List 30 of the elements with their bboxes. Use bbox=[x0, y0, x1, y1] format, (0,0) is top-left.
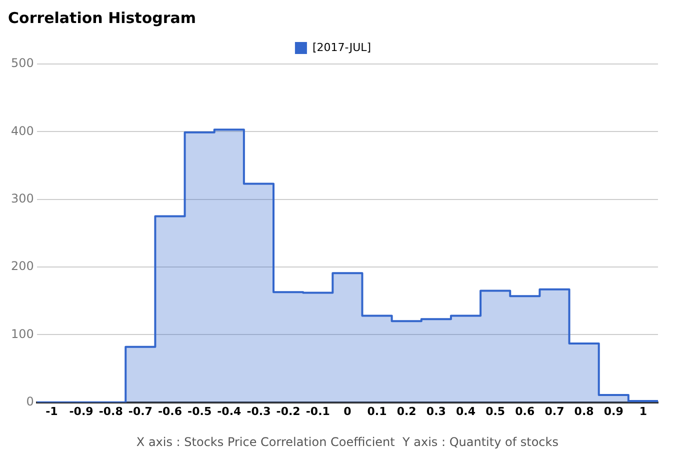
x-tick-label: 0.2 bbox=[396, 404, 416, 418]
x-tick-label: -1 bbox=[46, 404, 58, 418]
y-tick-label: 200 bbox=[11, 259, 34, 274]
x-tick-label: -0.3 bbox=[246, 404, 271, 418]
x-tick-label: 0.1 bbox=[367, 404, 387, 418]
x-tick-label: -0.4 bbox=[217, 404, 242, 418]
x-tick-label: 0.8 bbox=[574, 404, 594, 418]
x-tick-label: -0.8 bbox=[98, 404, 123, 418]
x-tick-label: -0.1 bbox=[306, 404, 330, 418]
x-tick-label: 0.5 bbox=[486, 404, 506, 418]
x-tick-label: -0.7 bbox=[128, 404, 152, 418]
y-tick-label: 300 bbox=[11, 191, 34, 206]
x-axis-title: X axis : Stocks Price Correlation Coefficient Y axis : Quantity of stocks bbox=[136, 434, 558, 449]
x-tick-label: 0.3 bbox=[426, 404, 446, 418]
y-tick-label: 100 bbox=[11, 326, 34, 341]
x-tick-label: 1 bbox=[639, 404, 648, 418]
x-tick-label: 0.7 bbox=[544, 404, 564, 418]
legend-label: [2017-JUL] bbox=[312, 40, 372, 54]
x-tick-label: -0.2 bbox=[276, 404, 300, 418]
y-tick-label: 500 bbox=[11, 56, 34, 70]
x-tick-label: -0.9 bbox=[69, 404, 94, 418]
y-tick-label: 400 bbox=[11, 124, 34, 138]
x-tick-label: -0.5 bbox=[188, 404, 212, 418]
x-tick-label: 0.4 bbox=[456, 404, 476, 418]
x-tick-label: 0.9 bbox=[604, 404, 624, 418]
x-tick-label: 0.6 bbox=[515, 404, 535, 418]
y-tick-label: 0 bbox=[26, 394, 34, 409]
chart-title: Correlation Histogram bbox=[8, 8, 196, 27]
x-tick-label: -0.6 bbox=[158, 404, 182, 418]
x-tick-label: 0 bbox=[344, 404, 352, 418]
